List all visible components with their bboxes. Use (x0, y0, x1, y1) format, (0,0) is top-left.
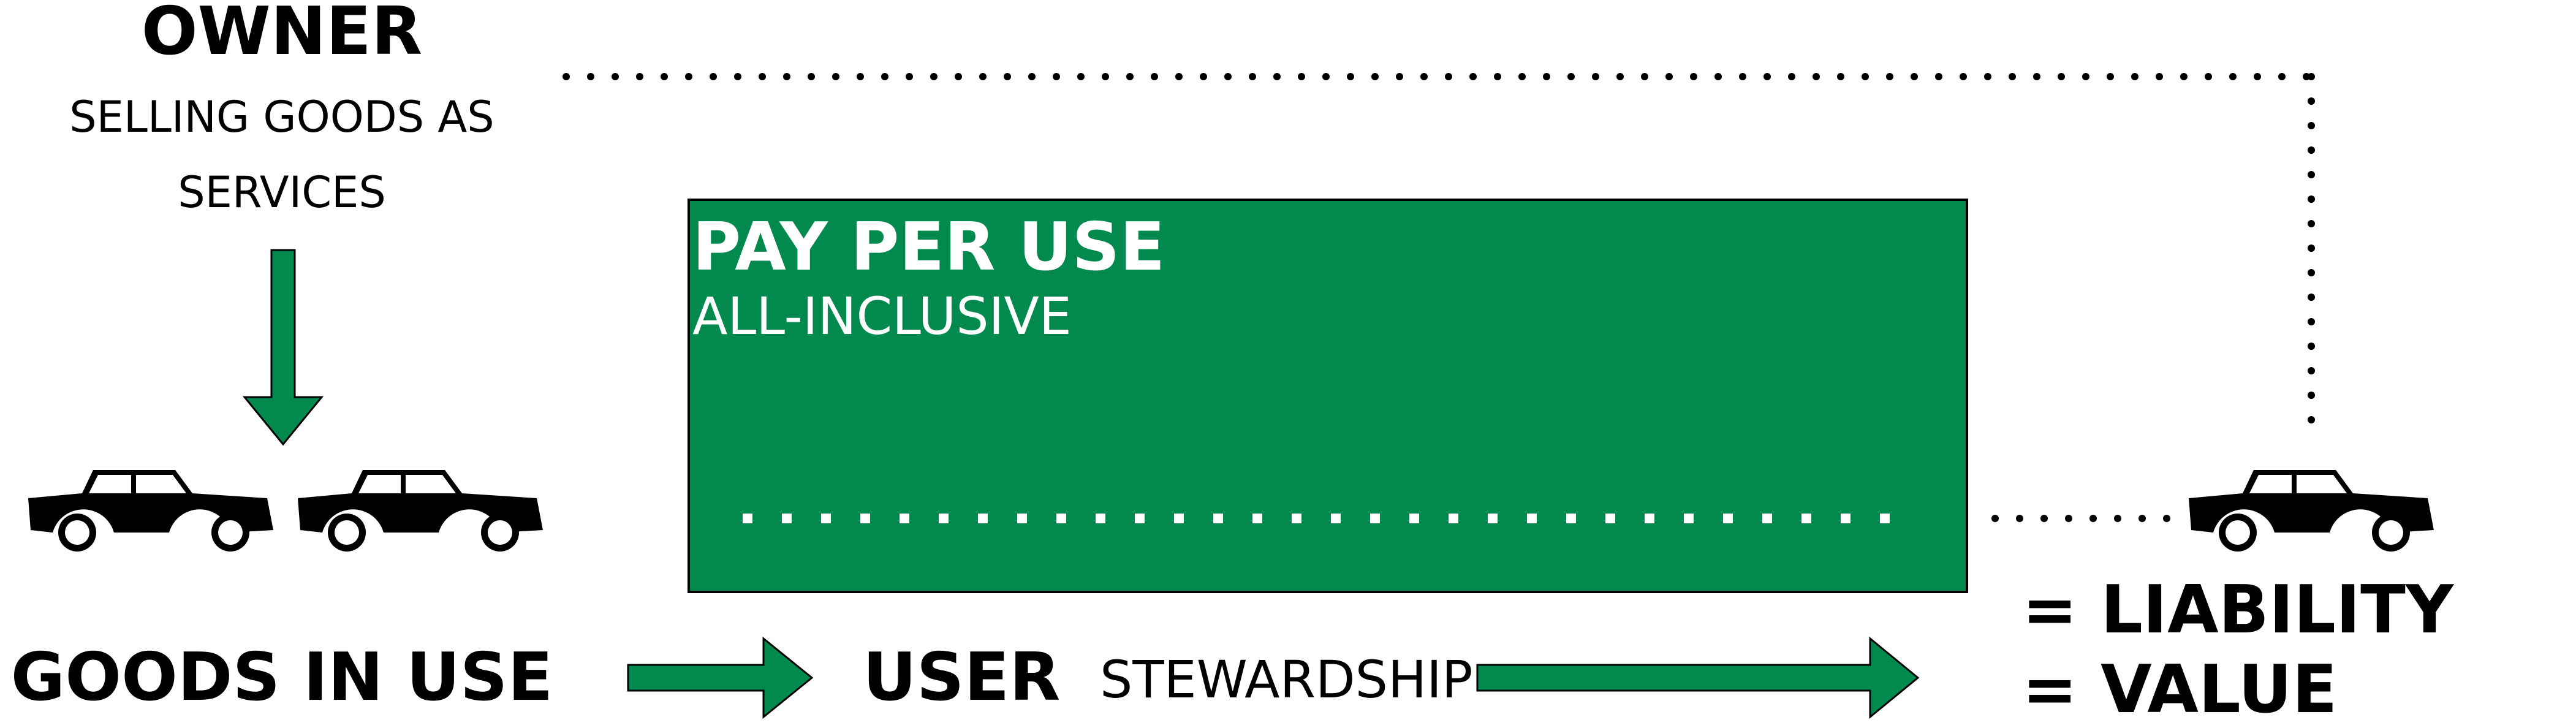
result-liability: = LIABILITY (2022, 572, 2455, 648)
result-value: = VALUE (2022, 651, 2337, 728)
car-icon (2189, 470, 2434, 552)
user-label: USER (863, 639, 1060, 716)
arrow-right-icon (627, 636, 814, 719)
pay-per-use-box (688, 199, 1968, 593)
arrow-right-icon (1476, 636, 1920, 719)
arrow-down-icon (242, 249, 324, 446)
box-subtitle: ALL-INCLUSIVE (692, 286, 1072, 346)
car-icon (28, 470, 273, 552)
box-title: PAY PER USE (692, 209, 1165, 286)
stewardship-label: STEWARDSHIP (1100, 650, 1473, 710)
goods-in-use-label: GOODS IN USE (11, 639, 553, 716)
owner-subtitle-line2: SERVICES (178, 167, 386, 218)
owner-title: OWNER (142, 0, 422, 70)
car-icon (298, 470, 543, 552)
owner-subtitle-line1: SELLING GOODS AS (69, 92, 494, 142)
